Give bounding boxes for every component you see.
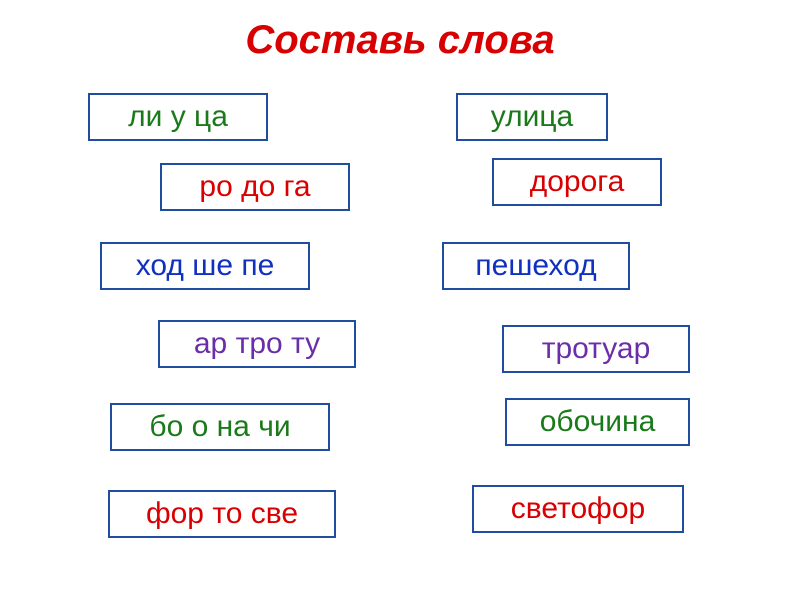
slide-title: Составь слова — [0, 18, 800, 63]
word-box: обочина — [505, 398, 690, 446]
word-box: ар тро ту — [158, 320, 356, 368]
word-box: ли у ца — [88, 93, 268, 141]
word-box: пешеход — [442, 242, 630, 290]
word-box: тротуар — [502, 325, 690, 373]
word-box: светофор — [472, 485, 684, 533]
word-box: бо о на чи — [110, 403, 330, 451]
word-box: дорога — [492, 158, 662, 206]
word-box: ро до га — [160, 163, 350, 211]
word-box: фор то све — [108, 490, 336, 538]
word-box: ход ше пе — [100, 242, 310, 290]
word-box: улица — [456, 93, 608, 141]
